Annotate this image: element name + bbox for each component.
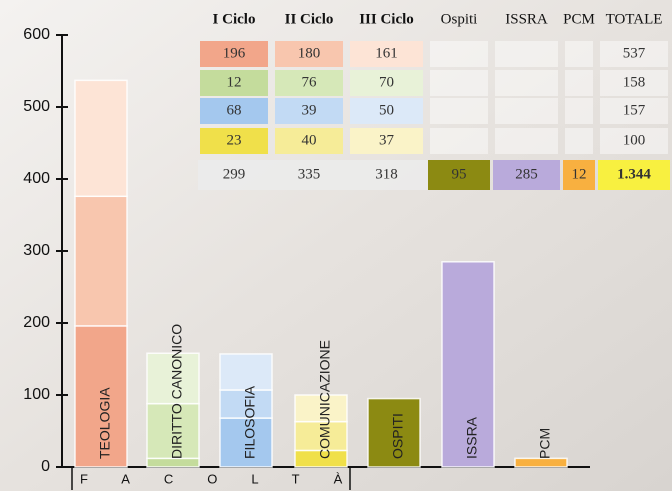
y-tick-label: 200 bbox=[23, 314, 50, 331]
table-cell bbox=[430, 41, 488, 67]
bar-segment bbox=[75, 80, 127, 196]
y-tick-label: 300 bbox=[23, 242, 50, 259]
cell-value: 12 bbox=[572, 166, 587, 182]
cell-value: 12 bbox=[227, 74, 242, 90]
bar-segment bbox=[220, 354, 272, 390]
cell-value: 70 bbox=[379, 74, 394, 90]
cell-value: 40 bbox=[302, 132, 317, 148]
cell-value: 50 bbox=[379, 102, 394, 118]
bar-label: ISSRA bbox=[464, 416, 480, 459]
table-header: TOTALE bbox=[606, 11, 663, 27]
bar-label: COMUNICAZIONE bbox=[317, 340, 333, 459]
cell-value: 285 bbox=[515, 166, 538, 182]
row-total: 100 bbox=[623, 132, 646, 148]
cycle-total: 318 bbox=[375, 166, 398, 182]
cell-value: 37 bbox=[379, 132, 395, 148]
table-cell bbox=[565, 70, 593, 96]
table-cell bbox=[430, 70, 488, 96]
cell-value: 95 bbox=[452, 166, 467, 182]
cell-value: 180 bbox=[298, 45, 321, 61]
cell-value: 68 bbox=[227, 102, 242, 118]
table-header: Ospiti bbox=[441, 11, 478, 27]
table-cell bbox=[495, 98, 558, 124]
table-cell bbox=[495, 128, 558, 154]
bar-label: PCM bbox=[537, 428, 553, 459]
x-axis-label: FACOLTÀ bbox=[80, 471, 376, 486]
y-tick-label: 100 bbox=[23, 386, 50, 403]
cell-value: 76 bbox=[302, 74, 318, 90]
chart: FACOLTÀ 0 100 200 300 400 500 600 TEOLOGIA DIRIT… bbox=[0, 0, 672, 491]
cycle-total: 335 bbox=[298, 166, 321, 182]
cell-value: 23 bbox=[227, 132, 242, 148]
row-total: 537 bbox=[623, 45, 646, 61]
y-tick-label: 500 bbox=[23, 98, 50, 115]
y-tick-label: 600 bbox=[23, 26, 50, 43]
table-header: III Ciclo bbox=[359, 11, 414, 27]
cell-value: 196 bbox=[223, 45, 246, 61]
y-tick-label: 400 bbox=[23, 170, 50, 187]
bar-label: TEOLOGIA bbox=[97, 387, 113, 459]
bar-label: FILOSOFIA bbox=[242, 385, 258, 459]
table-cell bbox=[495, 70, 558, 96]
row-total: 158 bbox=[623, 74, 646, 90]
table-header: II Ciclo bbox=[285, 11, 334, 27]
table-header: I Ciclo bbox=[213, 11, 256, 27]
grand-total: 1.344 bbox=[617, 166, 651, 182]
bar-segment bbox=[75, 196, 127, 326]
cycle-total: 299 bbox=[223, 166, 246, 182]
table-cell bbox=[565, 41, 593, 67]
bar-label: DIRITTO CANONICO bbox=[169, 324, 185, 459]
table-cell bbox=[565, 98, 593, 124]
table-cell bbox=[430, 128, 488, 154]
row-total: 157 bbox=[623, 102, 646, 118]
table-header: PCM bbox=[563, 11, 595, 27]
bar-label: OSPITI bbox=[390, 413, 406, 459]
cell-value: 161 bbox=[375, 45, 398, 61]
table-cell bbox=[495, 41, 558, 67]
table-cell bbox=[565, 128, 593, 154]
cell-value: 39 bbox=[302, 102, 317, 118]
table-header: ISSRA bbox=[505, 11, 548, 27]
y-tick-label: 0 bbox=[41, 458, 50, 475]
table-cell bbox=[430, 98, 488, 124]
